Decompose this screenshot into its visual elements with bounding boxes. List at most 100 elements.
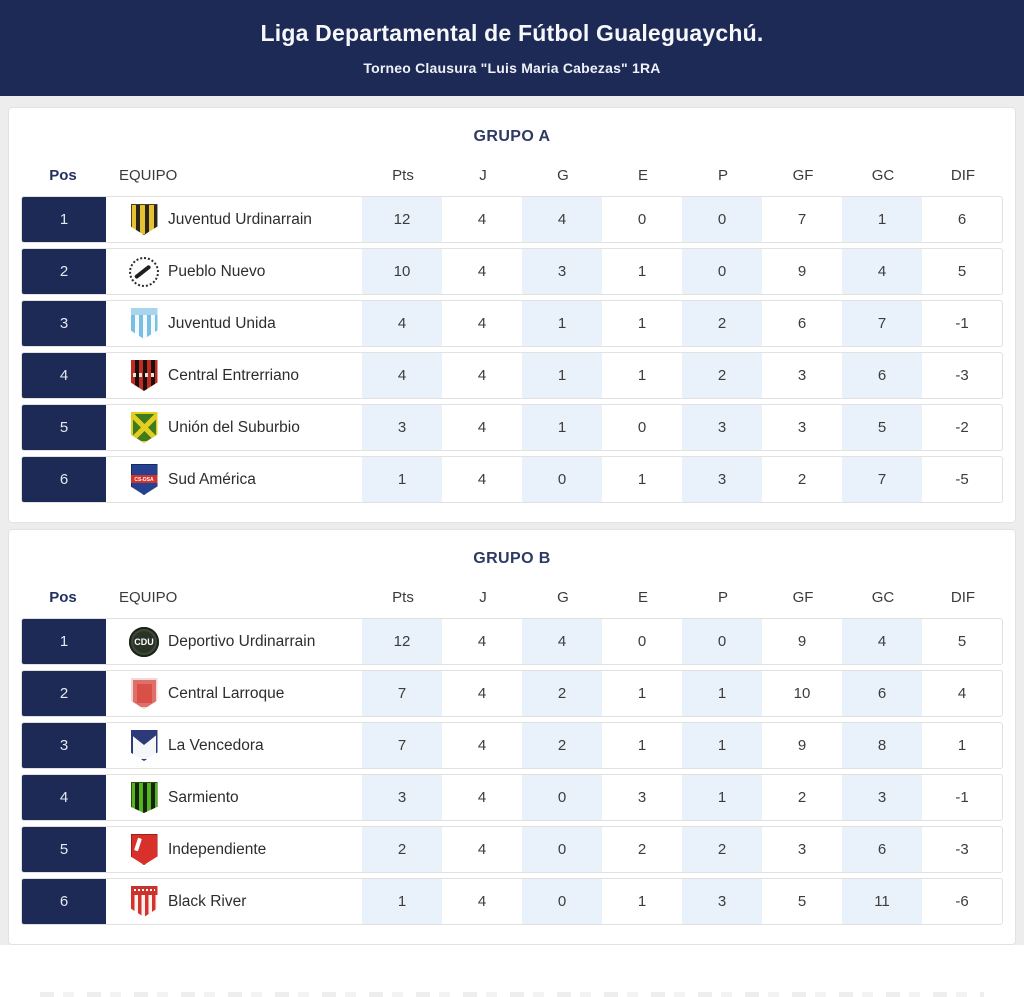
badge-central-entrerriano-icon xyxy=(130,360,158,391)
stat-pts: 3 xyxy=(362,775,442,820)
stat-dif: 1 xyxy=(957,737,967,754)
badge-monogram: CS-DSA xyxy=(134,476,154,483)
team-name: Sud América xyxy=(168,470,256,488)
position-cell: 2 xyxy=(22,249,106,294)
stat-g: 0 xyxy=(522,457,602,502)
col-header-dif: DIF xyxy=(950,166,976,184)
table-row: 2 Pueblo Nuevo 10 4 3 1 0 9 4 5 xyxy=(21,248,1003,295)
group-b-title: GRUPO B xyxy=(473,550,551,567)
position-cell: 1 xyxy=(22,619,106,664)
stat-gc: 7 xyxy=(842,457,922,502)
cropped-text-artifact xyxy=(40,992,984,997)
team-cell: Pueblo Nuevo xyxy=(106,249,362,294)
team-name: Pueblo Nuevo xyxy=(168,262,266,280)
position-cell: 3 xyxy=(22,723,106,768)
col-header-g: G xyxy=(557,588,569,606)
stat-g: 2 xyxy=(522,723,602,768)
stat-j: 4 xyxy=(477,263,487,280)
badge-wrap xyxy=(120,204,168,235)
badge-wrap: CS-DSA xyxy=(120,464,168,495)
badge-deportivo-urdinarrain-icon: CDU xyxy=(129,626,159,657)
table-header-row: Pos EQUIPO Pts J G E P GF GC DIF xyxy=(21,580,1003,614)
col-header-gc: GC xyxy=(871,166,895,184)
stat-gc: 4 xyxy=(842,619,922,664)
col-header-gc: GC xyxy=(871,588,895,606)
stat-p: 3 xyxy=(682,879,762,924)
stat-gf: 3 xyxy=(797,419,807,436)
stat-dif: -1 xyxy=(955,315,969,332)
stat-dif: 5 xyxy=(957,263,967,280)
badge-wrap xyxy=(120,308,168,339)
badge-la-vencedora-icon xyxy=(130,730,158,761)
stat-gf: 3 xyxy=(797,367,807,384)
team-name: Juventud Unida xyxy=(168,314,276,332)
team-name: Independiente xyxy=(168,840,267,858)
stat-j: 4 xyxy=(477,737,487,754)
team-name: Central Larroque xyxy=(168,684,285,702)
stat-gc: 1 xyxy=(842,197,922,242)
position-cell: 1 xyxy=(22,197,106,242)
team-cell: Independiente xyxy=(106,827,362,872)
stat-dif: -1 xyxy=(955,789,969,806)
stat-p: 3 xyxy=(682,457,762,502)
page-title: Liga Departamental de Fútbol Gualeguaych… xyxy=(260,20,764,46)
stat-gf: 2 xyxy=(797,789,807,806)
team-name: Black River xyxy=(168,892,247,910)
stat-g: 1 xyxy=(522,301,602,346)
table-row: 5 Independiente 2 4 0 2 2 3 6 -3 xyxy=(21,826,1003,873)
col-header-j: J xyxy=(479,588,487,606)
stat-g: 0 xyxy=(522,827,602,872)
col-header-g: G xyxy=(557,166,569,184)
stat-j: 4 xyxy=(477,367,487,384)
team-name: Central Entrerriano xyxy=(168,366,299,384)
badge-independiente-icon xyxy=(130,834,158,865)
stat-e: 0 xyxy=(637,419,647,436)
stat-pts: 4 xyxy=(362,353,442,398)
team-cell: CS-DSA Sud América xyxy=(106,457,362,502)
stat-pts: 10 xyxy=(362,249,442,294)
col-header-pos: Pos xyxy=(49,166,77,184)
stat-e: 0 xyxy=(637,633,647,650)
stat-j: 4 xyxy=(477,211,487,228)
stat-pts: 1 xyxy=(362,879,442,924)
stat-gf: 9 xyxy=(797,263,807,280)
group-b-card: GRUPO B Pos EQUIPO Pts J G E P GF GC DIF… xyxy=(8,529,1016,945)
stat-j: 4 xyxy=(477,315,487,332)
badge-wrap xyxy=(120,256,168,287)
page-subtitle: Torneo Clausura "Luis Maria Cabezas" 1RA xyxy=(363,60,661,76)
table-row: 6 Black River 1 4 0 1 3 5 11 -6 xyxy=(21,878,1003,925)
col-header-pos: Pos xyxy=(49,588,77,606)
stat-pts: 1 xyxy=(362,457,442,502)
stat-gc: 6 xyxy=(842,671,922,716)
col-header-pts: Pts xyxy=(392,588,414,606)
group-a-card: GRUPO A Pos EQUIPO Pts J G E P GF GC DIF… xyxy=(8,107,1016,523)
stat-gc: 6 xyxy=(842,827,922,872)
badge-black-river-icon xyxy=(130,886,158,917)
stat-gc: 8 xyxy=(842,723,922,768)
table-header-row: Pos EQUIPO Pts J G E P GF GC DIF xyxy=(21,158,1003,192)
stat-p: 2 xyxy=(682,301,762,346)
badge-union-del-suburbio-icon xyxy=(130,412,158,443)
badge-sud-america-icon: CS-DSA xyxy=(130,464,158,495)
stat-gc: 5 xyxy=(842,405,922,450)
stat-p: 0 xyxy=(682,249,762,294)
badge-wrap xyxy=(120,360,168,391)
stat-pts: 4 xyxy=(362,301,442,346)
col-header-pts: Pts xyxy=(392,166,414,184)
stat-e: 1 xyxy=(637,315,647,332)
team-name: La Vencedora xyxy=(168,736,264,754)
stat-gc: 11 xyxy=(842,879,922,924)
table-row: 2 Central Larroque 7 4 2 1 1 10 6 4 xyxy=(21,670,1003,717)
badge-juventud-unida-icon xyxy=(130,308,158,339)
stat-e: 3 xyxy=(637,789,647,806)
group-a-title: GRUPO A xyxy=(473,128,551,145)
stat-gf: 5 xyxy=(797,893,807,910)
table-row: 4 Sarmiento 3 4 0 3 1 2 3 -1 xyxy=(21,774,1003,821)
stat-gf: 7 xyxy=(797,211,807,228)
team-cell: Juventud Unida xyxy=(106,301,362,346)
col-header-j: J xyxy=(479,166,487,184)
stat-j: 4 xyxy=(477,789,487,806)
badge-wrap xyxy=(120,678,168,709)
stat-dif: -3 xyxy=(955,367,969,384)
stat-j: 4 xyxy=(477,893,487,910)
